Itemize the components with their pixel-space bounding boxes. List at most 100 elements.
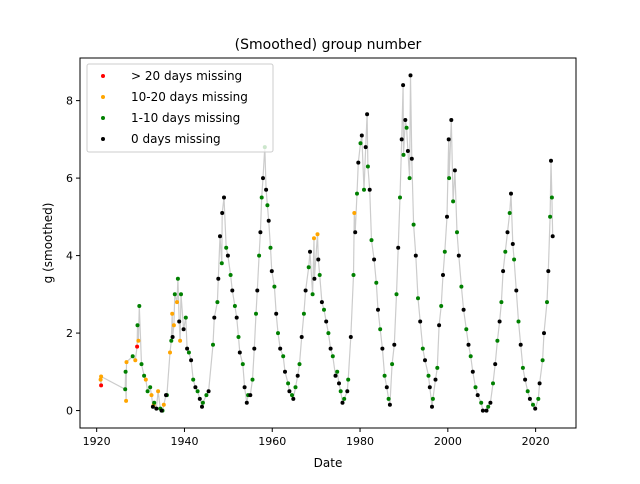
data-point-series-2	[540, 358, 545, 363]
data-point-series-3	[353, 230, 358, 235]
data-point-series-3	[452, 168, 457, 173]
data-point-series-3	[189, 358, 194, 363]
data-point-series-2	[451, 199, 456, 204]
data-point-series-3	[237, 350, 242, 355]
data-point-series-1	[315, 232, 320, 237]
y-tick-label: 0	[66, 405, 73, 418]
data-point-series-3	[380, 346, 385, 351]
data-point-series-2	[195, 389, 200, 394]
data-point-series-1	[143, 377, 148, 382]
data-point-series-3	[501, 269, 506, 274]
x-tick-label: 1960	[258, 435, 286, 448]
data-point-series-2	[411, 222, 416, 227]
data-point-series-2	[145, 389, 150, 394]
data-point-series-3	[493, 362, 498, 367]
data-point-series-3	[475, 393, 480, 398]
data-point-series-2	[351, 273, 356, 277]
data-point-series-1	[156, 389, 161, 394]
data-point-series-2	[254, 311, 258, 316]
data-point-series-2	[232, 304, 237, 308]
data-point-series-3	[403, 118, 408, 122]
data-point-series-1	[178, 338, 183, 343]
data-point-series-2	[268, 245, 273, 250]
data-point-series-3	[384, 385, 389, 390]
data-point-series-2	[401, 152, 406, 157]
data-point-series-3	[430, 404, 434, 409]
data-point-series-3	[255, 288, 260, 293]
connecting-line	[100, 75, 554, 412]
data-point-series-1	[149, 393, 154, 398]
data-point-series-2	[276, 331, 280, 336]
data-point-series-2	[175, 276, 180, 281]
data-point-series-2	[293, 385, 298, 390]
data-point-series-2	[545, 300, 549, 305]
data-point-series-3	[441, 273, 445, 277]
data-point-series-2	[549, 195, 554, 200]
data-point-series-2	[310, 292, 315, 297]
data-point-series-3	[197, 396, 202, 401]
data-point-series-2	[536, 396, 541, 401]
data-point-series-3	[248, 393, 253, 398]
data-point-series-3	[405, 149, 410, 153]
data-point-series-2	[382, 373, 387, 378]
data-point-series-3	[356, 160, 361, 165]
x-tick-label: 1940	[170, 435, 198, 448]
data-point-series-2	[338, 389, 343, 394]
data-point-series-3	[225, 253, 230, 258]
data-point-series-3	[470, 369, 475, 374]
data-point-series-3	[437, 323, 442, 328]
data-point-series-2	[257, 253, 262, 258]
data-point-series-3	[542, 331, 546, 336]
data-point-series-3	[274, 311, 279, 316]
data-point-series-1	[352, 211, 357, 215]
data-point-series-2	[186, 350, 191, 355]
data-point-series-2	[317, 273, 322, 277]
data-point-series-1	[312, 236, 316, 241]
data-point-series-3	[446, 137, 451, 142]
legend-marker-0	[101, 137, 105, 141]
data-point-series-3	[408, 73, 413, 78]
data-point-series-3	[505, 230, 510, 235]
data-point-series-1	[136, 338, 141, 343]
x-tick-label: 1980	[346, 435, 374, 448]
data-point-series-2	[365, 164, 370, 169]
data-point-series-2	[148, 385, 153, 390]
data-point-series-2	[224, 245, 229, 250]
x-tick-label: 1920	[83, 435, 111, 448]
data-point-series-2	[265, 203, 270, 208]
legend-marker-10-20	[101, 95, 105, 99]
data-point-series-1	[161, 402, 166, 407]
data-point-series-3	[480, 408, 485, 413]
data-point-series-0	[99, 383, 104, 388]
data-point-series-3	[234, 315, 239, 320]
data-point-series-3	[312, 276, 317, 281]
data-point-series-2	[473, 385, 478, 390]
data-point-series-2	[531, 402, 535, 407]
data-point-series-3	[154, 406, 159, 411]
data-point-series-3	[193, 385, 198, 390]
data-point-series-3	[316, 257, 321, 262]
data-point-series-3	[527, 396, 532, 401]
data-point-series-2	[135, 323, 140, 328]
data-point-series-2	[499, 300, 504, 305]
data-point-series-3	[488, 400, 493, 405]
data-point-series-2	[495, 338, 500, 343]
data-point-series-2	[272, 284, 277, 289]
data-point-series-3	[392, 342, 397, 347]
data-point-series-1	[175, 300, 179, 305]
data-point-series-2	[123, 369, 128, 374]
x-axis: 1920 1940 1960 1980 2000 2020	[83, 428, 550, 448]
data-point-series-3	[372, 257, 377, 262]
data-point-series-2	[464, 327, 469, 332]
data-point-series-2	[516, 319, 521, 324]
data-point-series-3	[533, 406, 538, 411]
y-axis-label: g (smoothed)	[41, 203, 55, 284]
data-point-series-3	[510, 242, 515, 246]
y-axis: 0 2 4 6 8	[66, 95, 80, 418]
data-point-series-2	[183, 315, 188, 320]
data-point-series-2	[236, 335, 241, 339]
data-point-series-2	[407, 176, 412, 181]
data-point-series-2	[486, 404, 491, 409]
data-point-series-2	[404, 125, 409, 130]
